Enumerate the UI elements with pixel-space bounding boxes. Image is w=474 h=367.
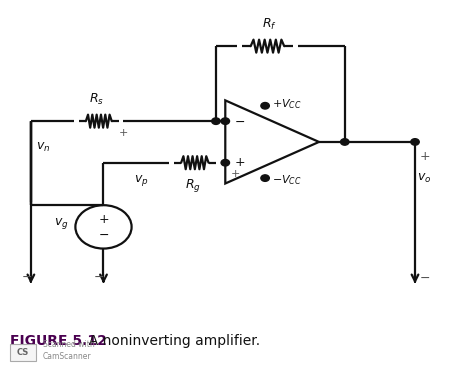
Text: $v_p$: $v_p$ <box>134 173 148 188</box>
Circle shape <box>221 118 229 124</box>
Text: $-$: $-$ <box>419 271 430 284</box>
Text: CS: CS <box>16 348 28 357</box>
Circle shape <box>261 102 269 109</box>
Text: $-$: $-$ <box>21 270 32 283</box>
Text: $R_f$: $R_f$ <box>262 17 277 32</box>
Text: $-$: $-$ <box>93 270 104 283</box>
FancyBboxPatch shape <box>10 344 36 361</box>
Text: $v_g$: $v_g$ <box>54 216 68 231</box>
Text: $-$: $-$ <box>98 228 109 241</box>
Text: $R_g$: $R_g$ <box>184 177 201 194</box>
Text: $+$: $+$ <box>118 127 128 138</box>
Text: $-V_{CC}$: $-V_{CC}$ <box>272 173 302 187</box>
Text: $+$: $+$ <box>229 168 240 179</box>
Circle shape <box>221 160 229 166</box>
Text: +: + <box>98 213 109 226</box>
Text: A noninverting amplifier.: A noninverting amplifier. <box>80 334 260 348</box>
Text: $-$: $-$ <box>234 115 245 128</box>
Circle shape <box>411 139 419 145</box>
Circle shape <box>212 118 220 124</box>
Text: $v_o$: $v_o$ <box>417 171 431 185</box>
Text: FIGURE 5.12: FIGURE 5.12 <box>10 334 107 348</box>
Text: $R_s$: $R_s$ <box>89 92 104 108</box>
Text: $+$: $+$ <box>234 156 245 169</box>
Text: Scanned with
CamScanner: Scanned with CamScanner <box>43 340 94 361</box>
Text: $+V_{CC}$: $+V_{CC}$ <box>272 97 302 111</box>
Text: $+$: $+$ <box>419 150 430 163</box>
Circle shape <box>340 139 349 145</box>
Circle shape <box>261 175 269 181</box>
Text: $v_n$: $v_n$ <box>36 141 50 154</box>
